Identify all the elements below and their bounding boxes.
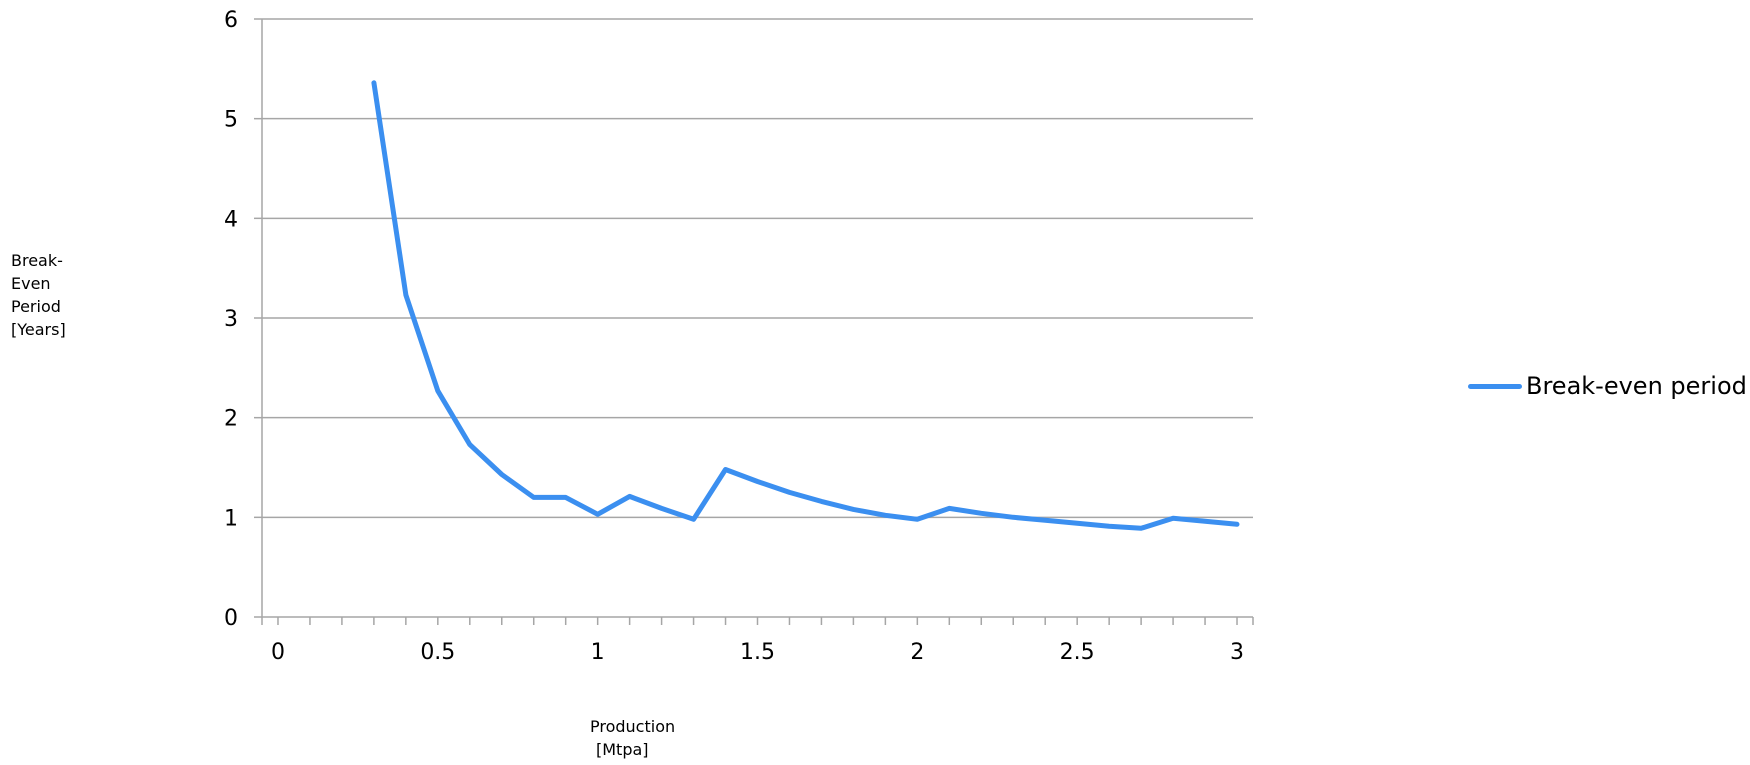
x-tick-label: 3 (1230, 640, 1244, 665)
y-tick-label: 3 (224, 307, 238, 332)
x-tick-label: 1 (591, 640, 605, 665)
series-layer (371, 80, 1240, 531)
x-tick-label: 2.5 (1060, 640, 1095, 665)
y-tick-label: 1 (224, 506, 238, 531)
x-axis-label-unit: [Mtpa] (596, 740, 649, 759)
y-tick-label: 4 (224, 207, 238, 232)
x-tick-label: 0 (271, 640, 285, 665)
y-tick-label: 2 (224, 407, 238, 432)
y-tick-labels: 0 1 2 3 4 5 6 (224, 8, 238, 631)
x-tick-label: 0.5 (420, 640, 455, 665)
x-tick-label: 2 (910, 640, 924, 665)
legend: Break-even period (1468, 372, 1747, 400)
series-line-break-even-period (371, 80, 1240, 531)
y-tick-label: 5 (224, 108, 238, 133)
y-tick-label: 0 (224, 606, 238, 631)
legend-label: Break-even period (1526, 372, 1747, 400)
y-tick-label: 6 (224, 8, 238, 33)
legend-swatch (1468, 383, 1522, 389)
x-axis-label: Production (590, 717, 676, 736)
tick-marks (254, 18, 1254, 625)
y-axis-label: Break- Even Period [Years] (11, 251, 66, 339)
x-tick-label: 1.5 (740, 640, 775, 665)
x-tick-labels: 0 0.5 1 1.5 2 2.5 3 (271, 640, 1244, 665)
gridlines (262, 18, 1253, 519)
